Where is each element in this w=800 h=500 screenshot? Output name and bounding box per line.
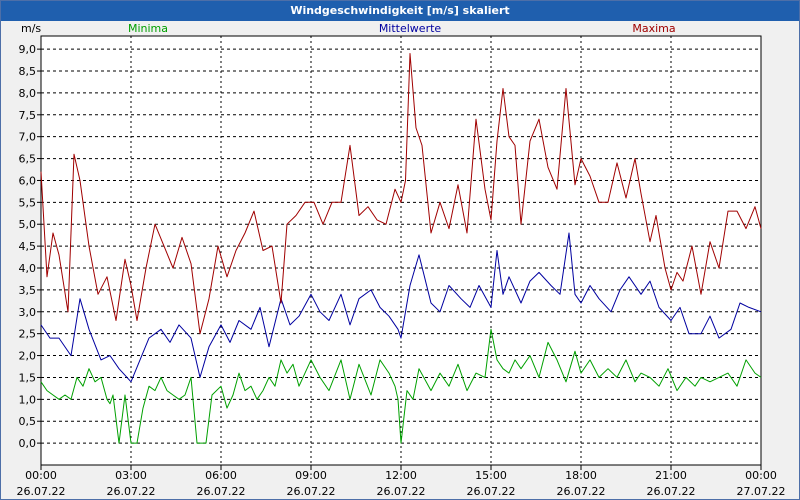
y-tick-label: 9,0	[19, 43, 37, 56]
x-tick-time: 00:00	[745, 469, 777, 482]
plot-background	[40, 35, 762, 466]
y-tick-label: 8,5	[19, 65, 37, 78]
y-tick-label: 7,5	[19, 109, 37, 122]
x-tick-time: 21:00	[655, 469, 687, 482]
y-tick-label: 5,5	[19, 196, 37, 209]
x-tick-date: 26.07.22	[467, 485, 516, 498]
y-tick-label: 4,0	[19, 262, 37, 275]
series-line-minima	[40, 328, 762, 444]
chart-area: 0,0 0,5 1,0 1,5 2,0 2,5 3,0 3,5 4,0 4,5 5,0 5,5 6,0 6…	[17, 22, 786, 498]
x-tick-time: 12:00	[385, 469, 417, 482]
y-tick-label: 0,5	[19, 415, 37, 428]
x-tick-date: 26.07.22	[107, 485, 156, 498]
x-tick-time: 15:00	[475, 469, 507, 482]
y-tick-label: 7,0	[19, 131, 37, 144]
x-tick-time: 09:00	[295, 469, 327, 482]
window-title: Windgeschwindigkeit [m/s] skaliert	[1, 1, 799, 21]
y-tick-label: 5,0	[19, 218, 37, 231]
x-tick-date: 26.07.22	[377, 485, 426, 498]
series-lines	[40, 53, 762, 444]
y-tick-label: 0,0	[19, 437, 37, 450]
x-tick-date: 26.07.22	[17, 485, 66, 498]
y-tick-label: 4,5	[19, 240, 37, 253]
x-tick-time: 00:00	[25, 469, 57, 482]
grid	[41, 36, 761, 465]
x-tick-time: 06:00	[205, 469, 237, 482]
x-tick-date: 26.07.22	[557, 485, 606, 498]
y-tick-label: 6,5	[19, 153, 37, 166]
y-tick-label: 1,5	[19, 371, 37, 384]
legend-entry-maxima: Maxima	[632, 22, 675, 35]
x-tick-date: 26.07.22	[197, 485, 246, 498]
y-tick-label: 6,0	[19, 174, 37, 187]
legend-entry-mittelwerte: Mittelwerte	[379, 22, 442, 35]
x-axis-ticks: 00:00 26.07.22 03:00 26.07.22 06:00 26.07.22 0…	[17, 465, 786, 498]
x-tick-date: 26.07.22	[647, 485, 696, 498]
y-tick-label: 8,0	[19, 87, 37, 100]
y-axis-label: m/s	[21, 22, 41, 35]
series-line-maxima	[40, 53, 762, 335]
y-tick-label: 2,5	[19, 328, 37, 341]
x-tick-time: 03:00	[115, 469, 147, 482]
x-tick-date: 27.07.22	[737, 485, 786, 498]
legend: Minima Mittelwerte Maxima	[128, 22, 676, 35]
y-tick-label: 2,0	[19, 350, 37, 363]
x-tick-time: 18:00	[565, 469, 597, 482]
y-tick-label: 1,0	[19, 393, 37, 406]
series-line-mittelwerte	[40, 232, 762, 383]
y-tick-label: 3,5	[19, 284, 37, 297]
y-tick-label: 3,0	[19, 306, 37, 319]
legend-entry-minima: Minima	[128, 22, 168, 35]
x-tick-date: 26.07.22	[287, 485, 336, 498]
y-axis-ticks: 0,0 0,5 1,0 1,5 2,0 2,5 3,0 3,5 4,0 4,5 5,0 5,5 6,0 6…	[19, 43, 41, 450]
